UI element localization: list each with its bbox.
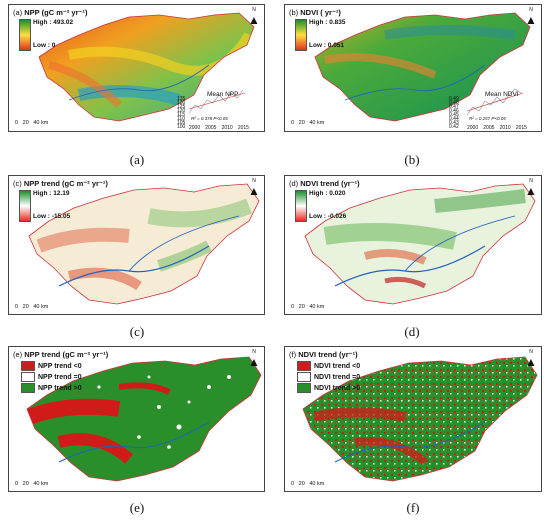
scale-bar-a: 0 20 40 km bbox=[15, 120, 49, 126]
north-label: N bbox=[529, 349, 533, 355]
north-label: N bbox=[529, 7, 533, 13]
legend-low-b: Low : 0.051 bbox=[309, 42, 345, 49]
north-arrow-icon: N ▲ bbox=[525, 7, 537, 27]
map-e bbox=[26, 356, 262, 482]
caption-d: (d) bbox=[404, 324, 420, 339]
legend-class-neg-e: NPP trend <0 bbox=[21, 361, 82, 371]
legend-low-d: Low : -0.026 bbox=[309, 213, 347, 220]
inset-line-a bbox=[188, 89, 244, 114]
panel-title-a: (a) NPP (gC m⁻² yr⁻¹) bbox=[13, 8, 87, 17]
legend-class-pos-e: NPP trend >0 bbox=[21, 383, 82, 393]
scale-bar-b: 0 20 40 km bbox=[291, 120, 325, 126]
legend-gradient-d bbox=[295, 190, 307, 222]
panel-tag: (f) bbox=[289, 350, 297, 359]
legend-title: NPP trend (gC m⁻² yr⁻¹) bbox=[24, 350, 109, 359]
caption-e: (e) bbox=[129, 500, 145, 515]
swatch-pos bbox=[21, 383, 35, 393]
legend-high-d: High : 0.020 bbox=[309, 190, 346, 197]
scale-bar-e: 0 20 40 km bbox=[15, 481, 49, 487]
legend-title: NDVI trend (yr⁻¹) bbox=[300, 179, 360, 188]
legend-title: NPP (gC m⁻² yr⁻¹) bbox=[24, 8, 88, 17]
caption-a: (a) bbox=[129, 152, 145, 167]
map-f bbox=[302, 356, 538, 482]
inset-yticks-b: 0.49 0.48 0.47 0.46 0.45 0.44 0.43 0.42 bbox=[449, 96, 459, 130]
legend-high-a: High : 493.02 bbox=[33, 19, 74, 26]
legend-high-c: High : 12.19 bbox=[33, 190, 70, 197]
panel-tag: (c) bbox=[13, 179, 22, 188]
scale-bar-f: 0 20 40 km bbox=[291, 481, 325, 487]
inset-line-b bbox=[466, 88, 522, 116]
swatch-neg bbox=[21, 361, 35, 371]
legend-gradient-b bbox=[295, 19, 307, 51]
north-arrow-icon: N ▲ bbox=[525, 178, 537, 198]
inset-xticks-a: 2000 2005 2010 2015 bbox=[189, 125, 249, 131]
map-panel-b: (b) NDVI ( yr⁻¹) High : 0.835 Low : 0.05… bbox=[284, 4, 542, 132]
legend-low-a: Low : 0 bbox=[33, 42, 56, 49]
caption-c: (c) bbox=[129, 324, 145, 339]
legend-title: NDVI ( yr⁻¹) bbox=[300, 8, 341, 17]
panel-title-f: (f) NDVI trend (yr⁻¹) bbox=[289, 350, 358, 359]
north-label: N bbox=[529, 178, 533, 184]
inset-stat-b: R² = 0.257 P<0.05 bbox=[469, 116, 506, 121]
inset-yticks-a: 135 130 125 120 115 110 105 100 bbox=[177, 96, 186, 130]
map-panel-f: (f) NDVI trend (yr⁻¹) NDVI trend <0 NDVI… bbox=[284, 346, 542, 492]
panel-tag: (d) bbox=[289, 179, 299, 188]
scale-bar-c: 0 20 40 km bbox=[15, 304, 49, 310]
panel-tag: (e) bbox=[13, 350, 23, 359]
panel-title-d: (d) NDVI trend (yr⁻¹) bbox=[289, 179, 360, 188]
panel-title-b: (b) NDVI ( yr⁻¹) bbox=[289, 8, 341, 17]
legend-title: NDVI trend (yr⁻¹) bbox=[298, 350, 358, 359]
north-label: N bbox=[252, 7, 256, 13]
panel-title-e: (e) NPP trend (gC m⁻² yr⁻¹) bbox=[13, 350, 108, 359]
legend-gradient-c bbox=[19, 190, 31, 222]
swatch-zero bbox=[297, 372, 311, 382]
north-arrow-icon: N ▲ bbox=[248, 349, 260, 369]
north-arrow-icon: N ▲ bbox=[525, 349, 537, 369]
north-label: N bbox=[252, 178, 256, 184]
north-arrow-icon: N ▲ bbox=[248, 178, 260, 198]
legend-title: NPP trend (gC m⁻² yr⁻¹) bbox=[23, 179, 108, 188]
inset-title-b: Mean NDVI bbox=[485, 91, 519, 98]
map-d bbox=[304, 183, 536, 305]
scale-bar-d: 0 20 40 km bbox=[291, 304, 325, 310]
swatch-zero bbox=[21, 372, 35, 382]
legend-high-b: High : 0.835 bbox=[309, 19, 346, 26]
north-label: N bbox=[252, 349, 256, 355]
swatch-pos bbox=[297, 383, 311, 393]
inset-stat-a: R² = 0.378 P<0.05 bbox=[191, 116, 228, 121]
caption-f: (f) bbox=[406, 500, 420, 515]
map-a bbox=[38, 12, 255, 122]
legend-class-zero-e: NPP trend =0 bbox=[21, 372, 82, 382]
legend-low-c: Low : -15.05 bbox=[33, 213, 71, 220]
panel-title-c: (c) NPP trend (gC m⁻² yr⁻¹) bbox=[13, 179, 108, 188]
inset-title-a: Mean NPP bbox=[207, 91, 239, 98]
map-c bbox=[28, 183, 260, 305]
north-arrow-icon: N ▲ bbox=[248, 7, 260, 27]
map-panel-e: (e) NPP trend (gC m⁻² yr⁻¹) NPP trend <0… bbox=[8, 346, 265, 492]
map-panel-a: (a) NPP (gC m⁻² yr⁻¹) High : 493.02 Low … bbox=[8, 4, 265, 132]
caption-b: (b) bbox=[404, 152, 420, 167]
swatch-neg bbox=[297, 361, 311, 371]
map-b bbox=[314, 12, 531, 122]
panel-tag: (b) bbox=[289, 8, 299, 17]
legend-class-neg-f: NDVI trend <0 bbox=[297, 361, 360, 371]
legend-class-zero-f: NDVI trend =0 bbox=[297, 372, 360, 382]
legend-gradient-a bbox=[19, 19, 31, 51]
legend-class-pos-f: NDVI trend >0 bbox=[297, 383, 360, 393]
map-panel-d: (d) NDVI trend (yr⁻¹) High : 0.020 Low :… bbox=[284, 175, 542, 315]
map-panel-c: (c) NPP trend (gC m⁻² yr⁻¹) High : 12.19… bbox=[8, 175, 265, 315]
panel-tag: (a) bbox=[13, 8, 23, 17]
inset-xticks-b: 2000 2005 2010 2015 bbox=[467, 125, 527, 131]
